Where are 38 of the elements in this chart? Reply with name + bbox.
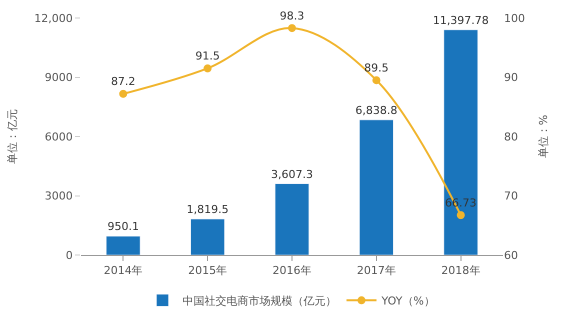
y-tick-label: 9000 xyxy=(44,71,73,84)
y2-tick-label: 80 xyxy=(504,130,518,144)
data-label: 98.3 xyxy=(280,9,304,22)
x-tick-label: 2015年 xyxy=(188,264,228,278)
y-tick-label: 3000 xyxy=(44,190,73,203)
data-label: 11,397.78 xyxy=(432,14,489,27)
data-label: 1,819.5 xyxy=(186,203,229,216)
data-label: 91.5 xyxy=(195,50,220,63)
legend-label: YOY（%） xyxy=(380,294,435,308)
y-tick-label: 12,000 xyxy=(34,12,73,25)
y2-tick-label: 100 xyxy=(504,12,525,25)
bar xyxy=(274,184,310,255)
y2-axis-title: 单位：% xyxy=(537,114,550,158)
point xyxy=(119,90,128,98)
bar xyxy=(359,120,394,255)
y-tick-label: 6000 xyxy=(44,130,73,144)
point xyxy=(456,211,465,220)
data-label: 950.1 xyxy=(107,220,139,234)
bar xyxy=(106,236,140,255)
data-label: 6,838.8 xyxy=(355,104,398,117)
point xyxy=(288,24,296,32)
bar xyxy=(444,30,478,255)
x-tick-label: 2014年 xyxy=(104,264,143,278)
x-tick-label: 2016年 xyxy=(272,264,312,278)
data-label: 3,607.3 xyxy=(271,168,313,181)
data-label: 87.2 xyxy=(110,75,136,88)
y2-tick-label: 60 xyxy=(504,248,518,262)
y-tick-label: 0 xyxy=(66,248,73,262)
point xyxy=(204,64,212,72)
point xyxy=(372,76,380,84)
legend-label: 中国社交电商市场规模（亿元） xyxy=(182,294,336,308)
y2-tick-label: 70 xyxy=(504,190,518,203)
data-label: 89.5 xyxy=(364,61,389,74)
y2-tick-label: 90 xyxy=(504,71,518,84)
y-axis-title: 单位：亿元 xyxy=(6,109,19,164)
x-tick-label: 2018年 xyxy=(441,264,480,278)
bar xyxy=(190,218,225,255)
x-tick-label: 2017年 xyxy=(356,264,396,278)
